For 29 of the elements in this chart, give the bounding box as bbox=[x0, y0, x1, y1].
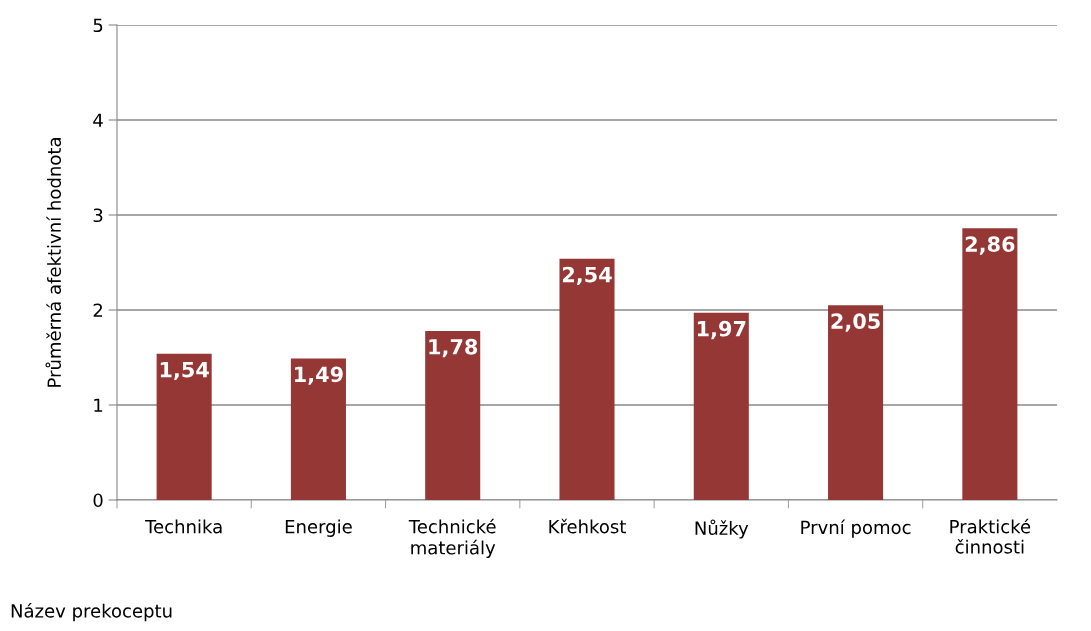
bar bbox=[962, 228, 1018, 500]
bar bbox=[290, 358, 346, 500]
x-tick-label: Technické materiály bbox=[408, 518, 496, 558]
y-tick-label: 1 bbox=[94, 398, 103, 412]
x-tick-label: Nůžky bbox=[695, 519, 749, 539]
x-tick-label: Energie bbox=[285, 519, 352, 537]
bar bbox=[693, 312, 749, 500]
y-tick-label: 4 bbox=[93, 113, 103, 127]
x-tick-label: První pomoc bbox=[801, 519, 911, 538]
y-tick-label: 2 bbox=[93, 303, 102, 317]
data-label: 2,86 bbox=[965, 236, 1015, 255]
data-label: 1,78 bbox=[429, 338, 478, 358]
data-label: 1,49 bbox=[295, 366, 343, 385]
data-label: 1,97 bbox=[697, 320, 746, 340]
data-label: 2,54 bbox=[562, 266, 612, 286]
data-label: 1,54 bbox=[160, 361, 209, 381]
bar bbox=[559, 258, 615, 500]
bar bbox=[156, 353, 212, 500]
y-tick-label: 3 bbox=[93, 208, 103, 223]
y-tick-label: 5 bbox=[93, 18, 103, 33]
y-axis-title: Průměrná afektivní hodnota bbox=[45, 138, 62, 387]
x-tick-label: Technika bbox=[145, 519, 222, 534]
bar bbox=[828, 305, 884, 500]
x-axis-title: Název prekoceptu bbox=[11, 603, 172, 622]
x-tick-label: Praktické činnosti bbox=[950, 518, 1031, 554]
data-label: 2,05 bbox=[831, 313, 880, 332]
y-tick-label: 0 bbox=[93, 493, 103, 508]
x-tick-label: Křehkost bbox=[549, 518, 626, 534]
bar bbox=[425, 330, 481, 500]
